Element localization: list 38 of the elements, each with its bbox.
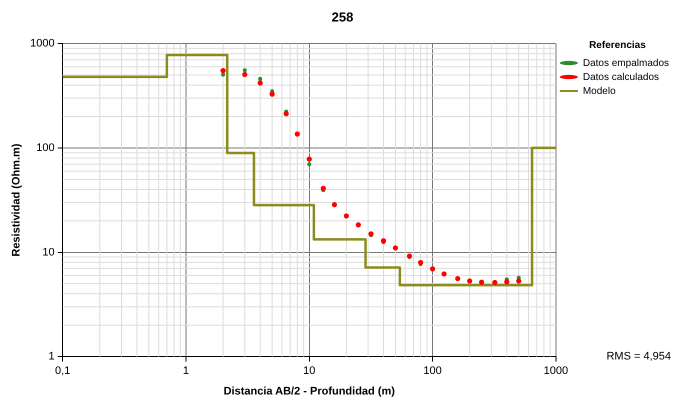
point (294, 131, 300, 137)
point (504, 279, 510, 284)
x-tick-label: 100 (423, 365, 442, 378)
point (356, 222, 361, 228)
y-tick-label: 1 (48, 350, 55, 363)
point (467, 278, 472, 284)
legend-label: Datos calculados (582, 72, 660, 83)
y-tick-label: 10 (42, 246, 55, 258)
point (284, 111, 289, 116)
point (418, 260, 424, 266)
x-axis-title: Distancia AB/2 - Profundidad (m) (224, 385, 396, 398)
chart-title: 258 (332, 9, 354, 24)
point (479, 280, 484, 285)
point (441, 271, 447, 277)
x-tick-label: 1 (182, 365, 190, 378)
legend-label: Datos empalmados (582, 58, 670, 69)
point (516, 278, 522, 284)
x-tick-label: 10 (303, 365, 316, 378)
x-tick-label: 1000 (544, 365, 568, 378)
point (307, 162, 312, 166)
point (344, 213, 349, 219)
legend-title: Referencias (589, 40, 646, 51)
legend-label: Modelo (582, 86, 616, 97)
x-tick-label: 0,1 (55, 365, 70, 378)
point (455, 276, 460, 282)
point (320, 186, 326, 191)
point (258, 80, 263, 86)
y-tick-label: 100 (36, 142, 55, 154)
point (270, 92, 275, 97)
point (306, 156, 312, 162)
point (492, 280, 498, 286)
point (392, 245, 398, 251)
point (332, 202, 338, 208)
point (430, 266, 436, 272)
point (258, 76, 262, 81)
y-axis-title: Resistividad (Ohm.m) (10, 143, 23, 257)
text: RMS = 4,954 (606, 350, 671, 363)
y-tick-label: 1000 (30, 38, 55, 50)
